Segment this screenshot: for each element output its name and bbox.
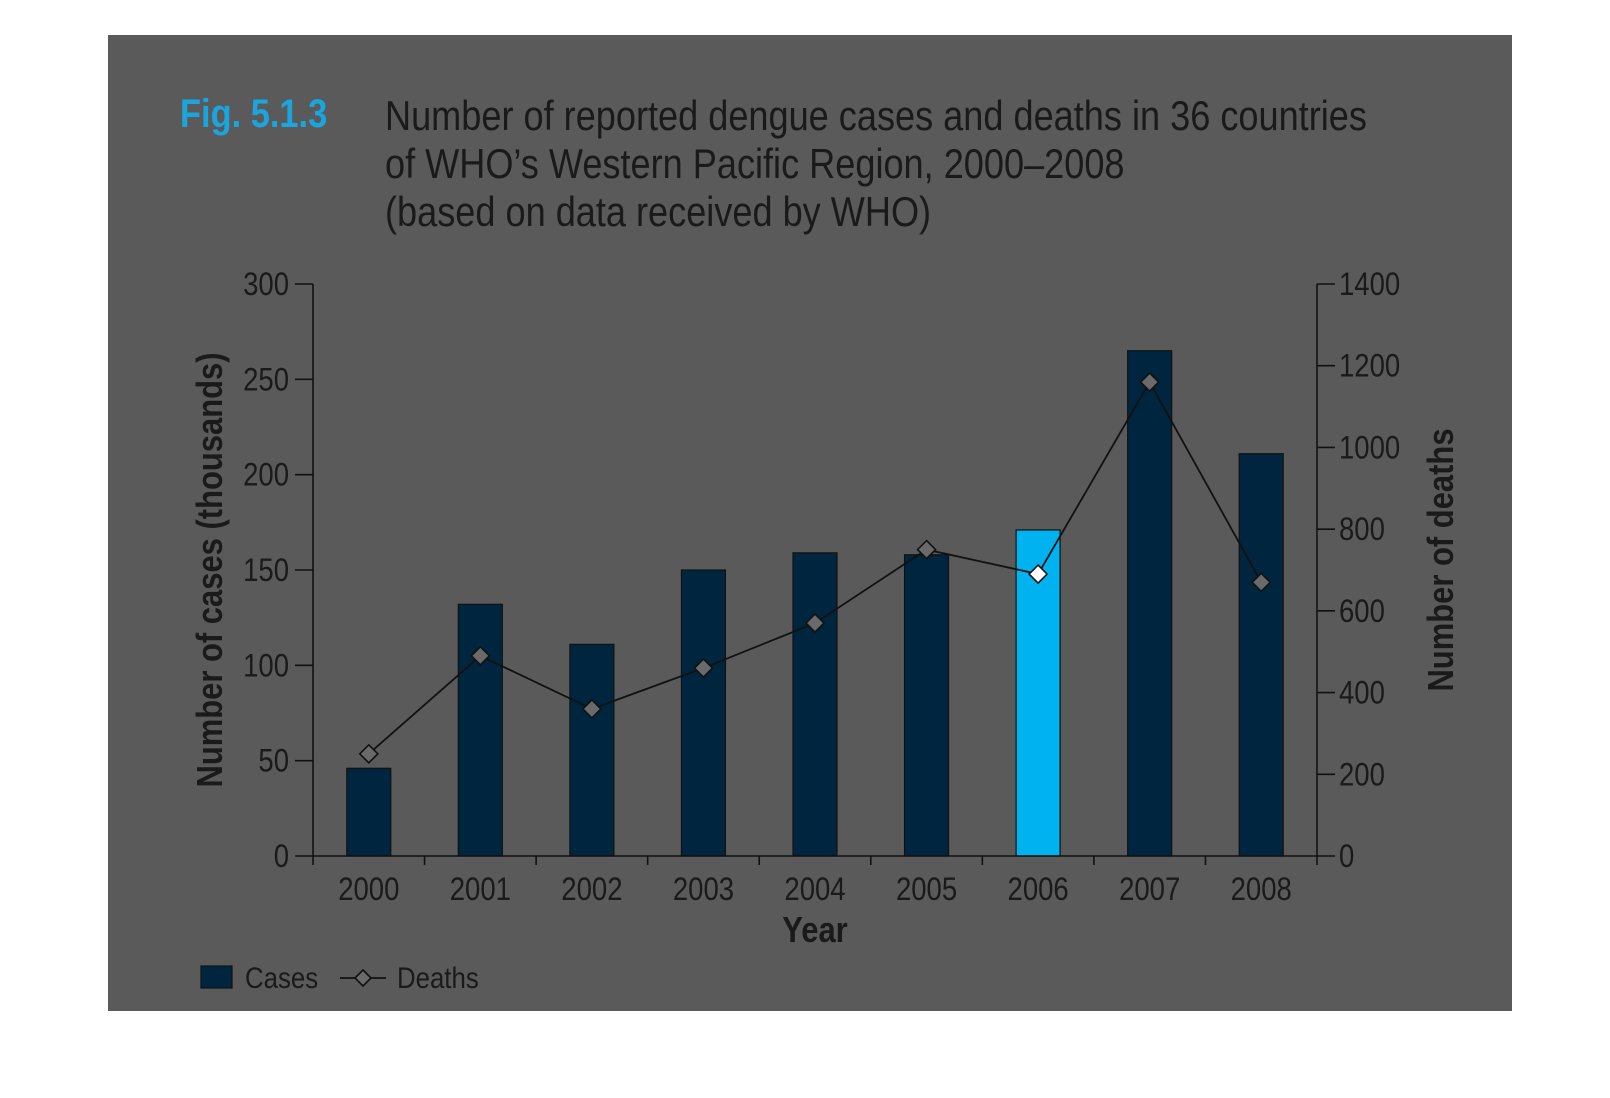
y-tick-label-right: 1000 — [1339, 431, 1400, 466]
chart-title-line-3: (based on data received by WHO) — [385, 188, 932, 235]
y-tick-label: 50 — [258, 744, 289, 779]
legend-label-cases: Cases — [245, 961, 318, 994]
bar-cases-2002 — [569, 643, 615, 857]
bar-cases-2001 — [457, 603, 503, 857]
y-tick-label-left: 50 — [258, 744, 289, 779]
x-axis-title: Year — [782, 911, 847, 951]
y-tick-label: 150 — [243, 553, 289, 588]
x-tick-label-2008: 2008 — [1231, 872, 1292, 907]
y-tick-label-right: 1200 — [1339, 349, 1400, 384]
y2-tick-label: 1200 — [1339, 349, 1400, 384]
y-tick-label: 100 — [243, 648, 289, 683]
y-tick-label-left: 200 — [243, 458, 289, 493]
y2-tick-label: 1000 — [1339, 431, 1400, 466]
y-axis-title-left: Number of cases (thousands) — [191, 352, 231, 787]
x-tick-label: 2008 — [1231, 872, 1292, 907]
x-tick-label-2006: 2006 — [1008, 872, 1069, 907]
y-tick-label: 250 — [243, 362, 289, 397]
y-tick-label-right: 800 — [1339, 512, 1385, 547]
y-tick-label-left: 150 — [243, 553, 289, 588]
y-tick-label-left: 300 — [243, 267, 289, 302]
figure-number: Fig. 5.1.3 — [180, 92, 328, 136]
y2-axis-label: Number of deaths — [1422, 428, 1462, 691]
point-deaths-2008 — [1251, 572, 1272, 593]
y-tick-label-right: 600 — [1339, 594, 1385, 629]
x-tick-label: 2006 — [1008, 872, 1069, 907]
y-tick-label-right: 200 — [1339, 757, 1385, 792]
x-tick-label: 2000 — [338, 872, 399, 907]
x-tick-label-2001: 2001 — [450, 872, 511, 907]
y-tick-label: 200 — [243, 458, 289, 493]
y-tick-label-right: 0 — [1339, 839, 1354, 874]
x-tick-label-2000: 2000 — [338, 872, 399, 907]
y-tick-label: 300 — [243, 267, 289, 302]
bar-cases-2000 — [346, 767, 392, 857]
bar-cases-2006 — [1015, 529, 1061, 857]
x-tick-label: 2004 — [784, 872, 845, 907]
point-deaths-2000 — [358, 743, 379, 764]
x-tick-label: 2005 — [896, 872, 957, 907]
point-deaths-2001 — [470, 645, 491, 666]
x-tick-label: 2007 — [1119, 872, 1180, 907]
bar-cases-2003 — [680, 569, 727, 857]
y2-tick-label: 400 — [1339, 676, 1385, 711]
legend-label-deaths: Deaths — [397, 961, 479, 994]
y2-tick-label: 1400 — [1339, 267, 1400, 302]
bar-cases-2005 — [903, 554, 950, 857]
chart-title-line-2: of WHO’s Western Pacific Region, 2000–20… — [385, 140, 1125, 187]
x-axis-label: Year — [782, 911, 847, 951]
point-deaths-2003 — [693, 657, 714, 679]
y-tick-label-right: 1400 — [1339, 267, 1400, 302]
bar-cases-2007 — [1127, 350, 1173, 857]
point-deaths-2007 — [1139, 371, 1160, 393]
y-tick-label-right: 400 — [1339, 676, 1385, 711]
legend-swatch-cases — [200, 965, 233, 989]
y-axis-title-right: Number of deaths — [1422, 428, 1462, 691]
x-tick-label-2002: 2002 — [561, 872, 622, 907]
y2-tick-label: 200 — [1339, 757, 1385, 792]
y-tick-label-left: 100 — [243, 648, 289, 683]
point-deaths-2002 — [581, 698, 603, 720]
x-tick-label-2007: 2007 — [1119, 872, 1180, 907]
legend-text: Deaths — [397, 961, 479, 994]
point-deaths-2005 — [916, 539, 937, 560]
bar-cases-2004 — [792, 552, 838, 857]
y-tick-label: 0 — [274, 839, 289, 874]
y2-tick-label: 800 — [1339, 512, 1385, 547]
point-deaths-2004 — [804, 612, 826, 634]
x-tick-label: 2001 — [450, 872, 511, 907]
x-tick-label-2003: 2003 — [673, 872, 734, 907]
y-axis-label: Number of cases (thousands) — [191, 352, 231, 787]
chart-title-line-1: Number of reported dengue cases and deat… — [385, 92, 1367, 139]
x-tick-label-2005: 2005 — [896, 872, 957, 907]
y2-tick-label: 600 — [1339, 594, 1385, 629]
x-tick-label: 2002 — [561, 872, 622, 907]
y2-tick-label: 0 — [1339, 839, 1354, 874]
legend-marker-deaths — [353, 968, 373, 988]
point-deaths-2006 — [1027, 563, 1049, 585]
y-tick-label-left: 250 — [243, 362, 289, 397]
bar-cases-2008 — [1238, 453, 1284, 857]
x-tick-label: 2003 — [673, 872, 734, 907]
x-tick-label-2004: 2004 — [784, 872, 845, 907]
legend-text: Cases — [245, 961, 318, 994]
y-tick-label-left: 0 — [274, 839, 289, 874]
